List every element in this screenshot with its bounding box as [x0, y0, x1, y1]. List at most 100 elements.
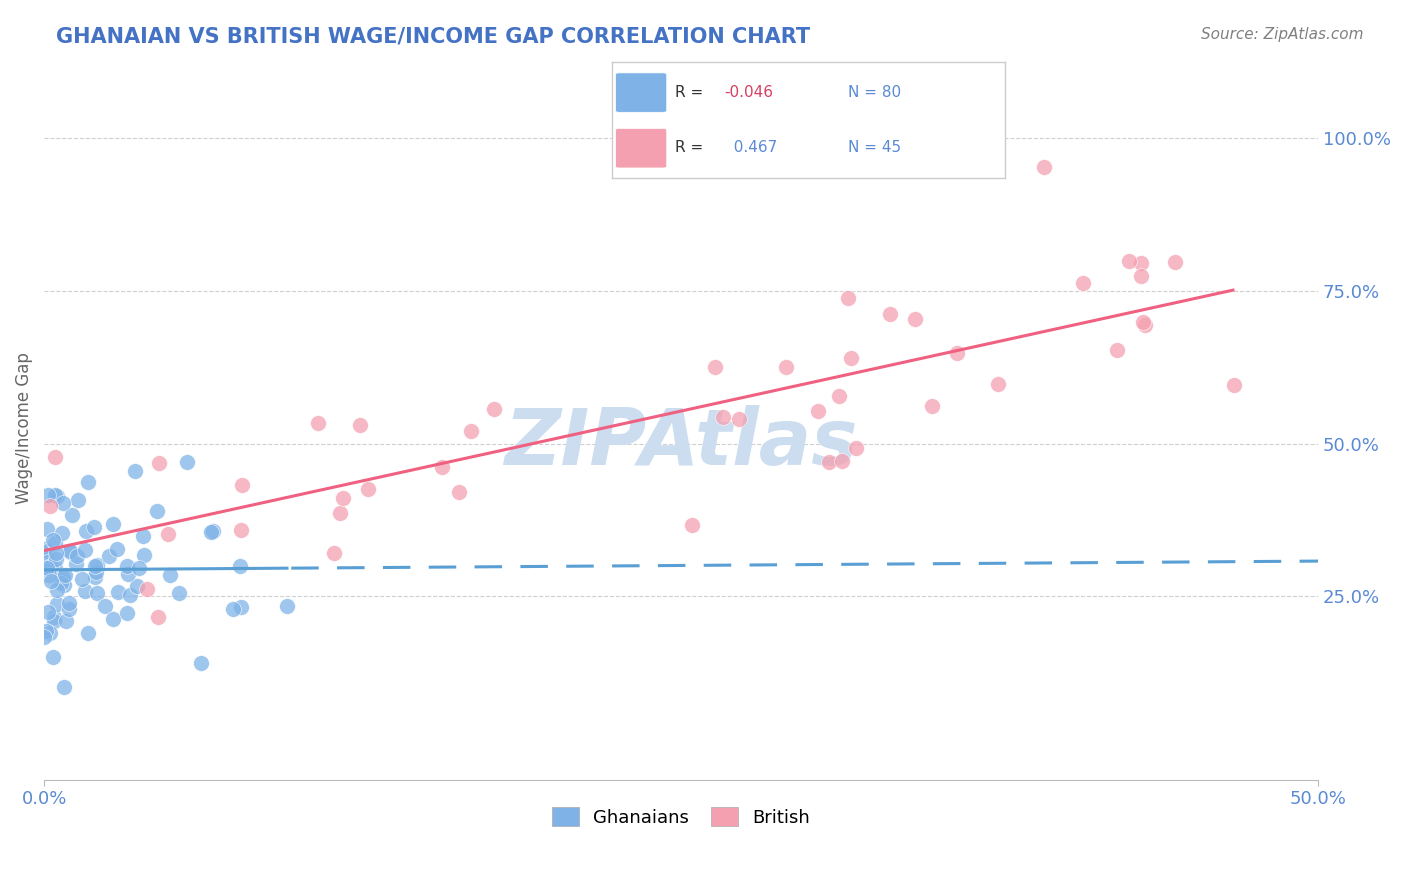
Point	[35, 560, 58, 574]
Point	[176, 455, 198, 469]
Point	[146, 610, 169, 624]
Point	[101, 517, 124, 532]
Point	[107, 585, 129, 599]
Point	[97, 549, 120, 564]
Text: 0.467: 0.467	[724, 140, 778, 155]
Point	[879, 307, 901, 321]
Point	[357, 482, 380, 496]
Point	[229, 600, 252, 615]
Point	[1164, 254, 1187, 268]
Point	[818, 454, 841, 468]
Point	[58, 596, 80, 610]
Point	[35, 624, 58, 638]
Point	[77, 625, 100, 640]
Point	[222, 602, 245, 616]
Legend: Ghanaians, British: Ghanaians, British	[544, 800, 817, 834]
Point	[94, 599, 117, 614]
Point	[42, 614, 65, 628]
Point	[105, 541, 128, 556]
Point	[66, 549, 89, 563]
Point	[45, 582, 67, 597]
Point	[904, 312, 927, 326]
Point	[77, 475, 100, 490]
Point	[349, 418, 371, 433]
Point	[59, 544, 82, 558]
Point	[55, 614, 77, 628]
Point	[146, 503, 169, 517]
Y-axis label: Wage/Income Gap: Wage/Income Gap	[15, 352, 32, 505]
Point	[987, 376, 1010, 391]
Point	[482, 402, 505, 417]
Point	[1130, 269, 1153, 284]
Point	[229, 558, 252, 573]
Point	[101, 612, 124, 626]
Point	[41, 533, 63, 547]
Point	[447, 485, 470, 500]
Point	[37, 605, 59, 619]
Point	[42, 610, 65, 624]
Point	[136, 582, 159, 596]
Point	[86, 558, 108, 572]
FancyBboxPatch shape	[616, 73, 666, 112]
Point	[167, 586, 190, 600]
Point	[75, 542, 97, 557]
Point	[34, 542, 56, 557]
Point	[125, 579, 148, 593]
Point	[921, 400, 943, 414]
Point	[332, 491, 354, 506]
Text: ZIPAtlas: ZIPAtlas	[505, 405, 858, 481]
Point	[41, 650, 63, 665]
Point	[307, 416, 329, 430]
Point	[831, 454, 853, 468]
Point	[52, 496, 75, 510]
Point	[58, 602, 80, 616]
Point	[84, 570, 107, 584]
Point	[53, 680, 76, 694]
Point	[157, 527, 180, 541]
Point	[681, 518, 703, 533]
Point	[704, 359, 727, 374]
Point	[775, 359, 797, 374]
Point	[430, 460, 453, 475]
Point	[115, 606, 138, 620]
Point	[128, 561, 150, 575]
Point	[839, 351, 862, 366]
Point	[72, 572, 94, 586]
Point	[35, 544, 58, 558]
Point	[60, 508, 83, 523]
Point	[946, 346, 969, 360]
Point	[117, 567, 139, 582]
Point	[45, 546, 67, 560]
Point	[1130, 255, 1153, 269]
Point	[134, 549, 156, 563]
Text: R =: R =	[675, 85, 707, 100]
Point	[37, 488, 59, 502]
Point	[323, 546, 346, 560]
Point	[39, 499, 62, 513]
Point	[1118, 253, 1140, 268]
Point	[38, 568, 60, 582]
Point	[49, 575, 72, 590]
Point	[46, 489, 69, 503]
Point	[53, 578, 76, 592]
Text: R =: R =	[675, 140, 707, 155]
Point	[159, 567, 181, 582]
Point	[86, 586, 108, 600]
Point	[67, 493, 90, 508]
Point	[1132, 315, 1154, 329]
Point	[53, 567, 76, 582]
Point	[52, 570, 75, 584]
Point	[845, 441, 868, 455]
Point	[41, 559, 63, 574]
Point	[132, 528, 155, 542]
Point	[1071, 276, 1094, 290]
Point	[1135, 318, 1157, 332]
Text: GHANAIAN VS BRITISH WAGE/INCOME GAP CORRELATION CHART: GHANAIAN VS BRITISH WAGE/INCOME GAP CORR…	[56, 27, 810, 46]
Point	[1223, 377, 1246, 392]
Point	[460, 424, 482, 438]
Point	[44, 561, 66, 575]
Point	[38, 626, 60, 640]
Point	[1032, 160, 1054, 174]
Point	[807, 404, 830, 418]
Point	[44, 536, 66, 550]
